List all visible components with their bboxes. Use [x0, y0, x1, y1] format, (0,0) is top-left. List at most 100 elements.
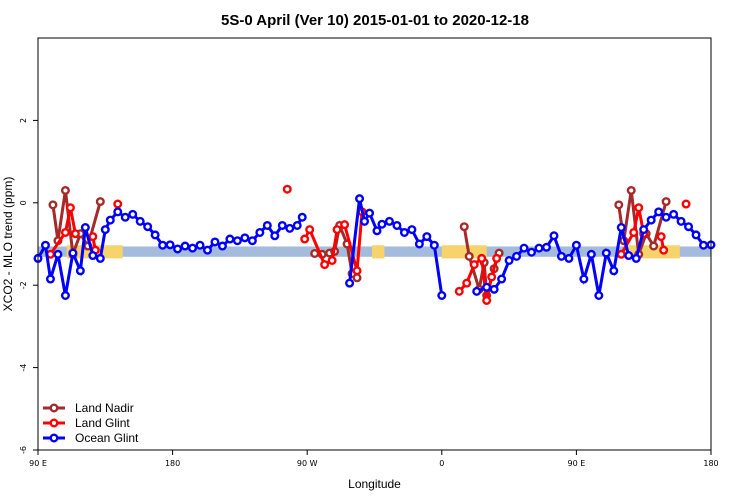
data-point: [472, 286, 482, 296]
data-point: [202, 245, 212, 255]
series-line: [303, 211, 364, 272]
x-tick-label: 90 E: [29, 459, 47, 468]
y-tick-label: 2: [19, 118, 28, 123]
data-point: [120, 212, 130, 222]
legend-swatch-marker: [49, 418, 59, 428]
data-point: [95, 197, 105, 207]
data-point: [601, 248, 611, 258]
data-point: [270, 231, 280, 241]
legend-label: Land Nadir: [75, 401, 134, 415]
data-point: [489, 284, 499, 294]
data-point: [88, 232, 98, 242]
data-point: [656, 232, 666, 242]
data-point: [332, 225, 342, 235]
data-point: [629, 227, 639, 237]
data-point: [676, 216, 686, 226]
series-layer: [33, 184, 716, 305]
data-point: [504, 255, 514, 265]
data-point: [609, 266, 619, 276]
data-point: [262, 220, 272, 230]
data-point: [48, 200, 58, 210]
data-point: [646, 215, 656, 225]
data-point: [247, 236, 257, 246]
data-point: [113, 207, 123, 217]
x-tick-label: 90 E: [568, 459, 586, 468]
data-point: [527, 247, 537, 257]
data-point: [365, 208, 375, 218]
legend-swatch-marker: [49, 433, 59, 443]
data-point: [482, 282, 492, 292]
data-point: [65, 203, 75, 213]
data-point: [377, 219, 387, 229]
legend-swatch-marker: [49, 403, 59, 413]
data-point: [519, 243, 529, 253]
data-point: [105, 215, 115, 225]
series-line: [619, 207, 646, 256]
data-point: [384, 216, 394, 226]
data-point: [173, 244, 183, 254]
data-point: [53, 249, 63, 259]
data-point: [88, 251, 98, 261]
data-point: [594, 291, 604, 301]
data-point: [649, 241, 659, 251]
data-point: [320, 260, 330, 270]
data-point: [60, 291, 70, 301]
data-point: [492, 253, 502, 263]
x-tick-label: 180: [703, 459, 718, 468]
data-point: [414, 239, 424, 249]
data-point: [255, 227, 265, 237]
data-point: [661, 197, 671, 207]
data-point: [571, 240, 581, 250]
data-point: [512, 251, 522, 261]
y-tick-label: -4: [19, 364, 28, 372]
data-point: [135, 216, 145, 226]
data-point: [616, 223, 626, 233]
data-point: [80, 223, 90, 233]
legend-label: Ocean Glint: [75, 431, 139, 445]
data-point: [669, 209, 679, 219]
data-point: [372, 226, 382, 236]
x-axis: 90 E 180 90 W 0 90 E 180: [29, 450, 719, 468]
data-point: [195, 240, 205, 250]
data-point: [352, 266, 362, 276]
data-point: [165, 240, 175, 250]
data-point: [217, 241, 227, 251]
data-point: [340, 220, 350, 230]
data-point: [654, 207, 664, 217]
data-point: [459, 222, 469, 232]
y-tick-label: 0: [19, 200, 28, 205]
data-point: [40, 240, 50, 250]
data-point: [681, 199, 691, 209]
data-point: [113, 199, 123, 209]
data-point: [75, 266, 85, 276]
data-point: [277, 220, 287, 230]
data-point: [100, 225, 110, 235]
x-tick-label: 0: [439, 459, 444, 468]
data-point: [305, 225, 315, 235]
chart-title: 5S-0 April (Ver 10) 2015-01-01 to 2020-1…: [221, 12, 529, 29]
data-point: [60, 227, 70, 237]
data-point: [586, 249, 596, 259]
data-point: [639, 225, 649, 235]
data-point: [564, 253, 574, 263]
data-point: [45, 274, 55, 284]
y-tick-label: -2: [19, 281, 28, 289]
data-point: [285, 223, 295, 233]
data-point: [482, 295, 492, 305]
data-point: [549, 231, 559, 241]
data-point: [631, 253, 641, 263]
data-point: [464, 251, 474, 261]
data-point: [534, 243, 544, 253]
data-point: [70, 229, 80, 239]
data-point: [128, 209, 138, 219]
data-point: [225, 234, 235, 244]
data-point: [407, 225, 417, 235]
data-point: [150, 230, 160, 240]
data-point: [345, 278, 355, 288]
data-point: [699, 240, 709, 250]
data-point: [158, 240, 168, 250]
data-point: [691, 230, 701, 240]
data-point: [180, 241, 190, 251]
